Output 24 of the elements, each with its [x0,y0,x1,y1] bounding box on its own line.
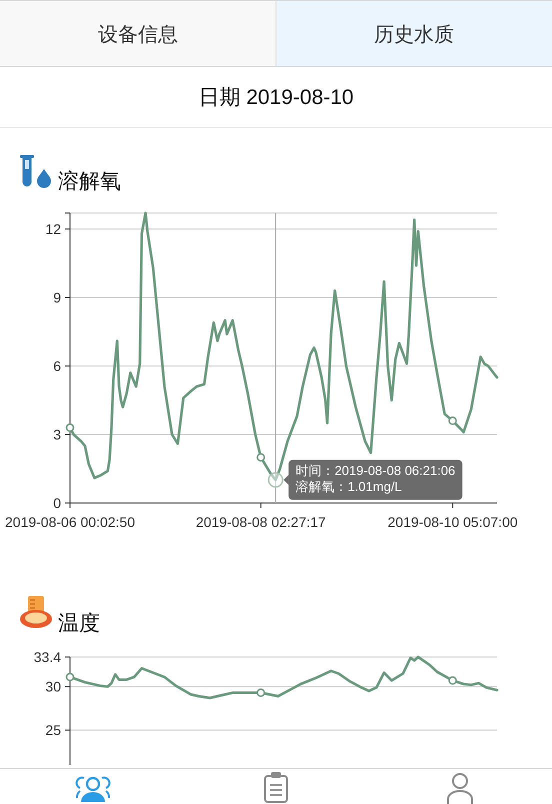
x-tick-label: 2019-08-10 05:07:00 [388,514,518,530]
point [448,676,457,685]
x-tick-label: 2019-08-08 02:27:17 [196,514,326,530]
tab: 设备信息 [0,1,276,66]
chart-title: 溶解氧 [58,170,121,193]
point [256,688,266,697]
y-tick-label: 25 [45,722,62,738]
tab: 历史水质 [276,1,552,66]
y-tick-label: 9 [53,289,62,306]
y-tick-label: 33.4 [34,649,62,665]
y-tick-label: 0 [53,495,62,511]
point [66,672,74,682]
y-tick-label: 12 [45,220,62,237]
point [448,416,457,426]
y-tick-label: 30 [45,678,62,695]
y-tick-label: 3 [53,426,62,442]
point [66,423,74,432]
point [256,453,266,462]
text: 日期 2019-08-10 [198,86,354,109]
annotation: 溶解氧：1.01mg/L [296,478,402,494]
annotation: 时间：2019-08-08 06:21:06 [296,462,456,478]
x-tick-label: 2019-08-06 00:02:50 [5,514,136,530]
chart-title: 温度 [58,612,100,635]
y-tick-label: 6 [53,358,62,374]
